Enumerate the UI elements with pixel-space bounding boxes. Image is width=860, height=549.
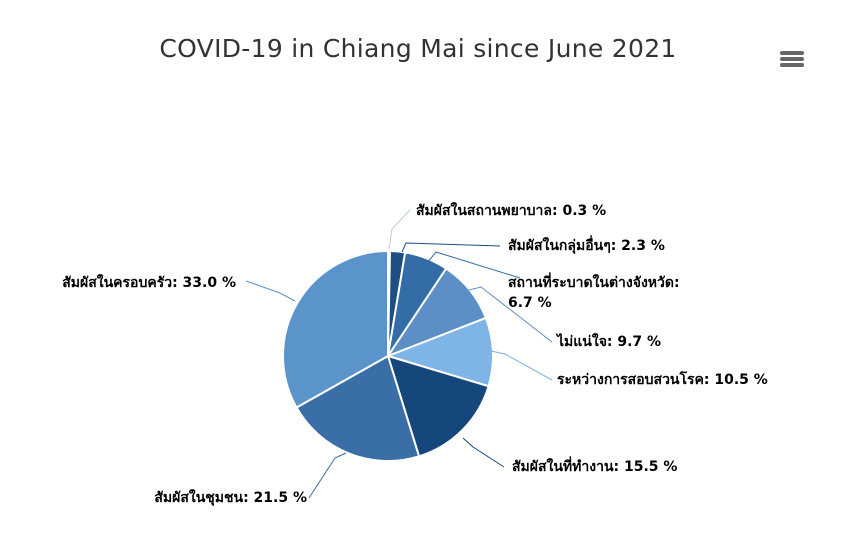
data-label-connector [490, 350, 553, 381]
data-label: สัมผัสในสถานพยาบาล: 0.3 % [416, 201, 606, 219]
pie-slice[interactable] [386, 354, 490, 458]
data-label: สัมผัสในที่ทำงาน: 15.5 % [512, 456, 677, 475]
pie-slice[interactable] [282, 249, 389, 409]
data-label-connector [308, 452, 347, 499]
data-label-connector [245, 280, 296, 302]
data-label: สถานที่ระบาดในต่างจังหวัด: 6.7 % [508, 272, 680, 311]
data-label: สัมผัสในกลุ่มอื่นๆ: 2.3 % [508, 235, 665, 254]
hamburger-menu-icon [780, 51, 804, 55]
data-label: ระหว่างการสอบสวนโรค: 10.5 % [557, 370, 768, 388]
pie-slice[interactable] [295, 354, 421, 462]
data-label-connector [462, 437, 505, 468]
data-label: สัมผัสในชุมชน: 21.5 % [154, 488, 307, 506]
chart-menu-button[interactable] [776, 46, 808, 72]
data-label: ไม่แน่ใจ: 9.7 % [555, 332, 661, 350]
hamburger-menu-icon-bar [780, 63, 804, 67]
chart-title: COVID-19 in Chiang Mai since June 2021 [159, 34, 677, 63]
hamburger-menu-icon-bar [780, 57, 804, 61]
data-label: สัมผัสในครอบครัว: 33.0 % [62, 273, 236, 291]
data-label-connector [401, 242, 501, 253]
data-label-connector [388, 209, 411, 250]
data-label-connector [468, 286, 553, 343]
data-label-connector [426, 251, 521, 279]
